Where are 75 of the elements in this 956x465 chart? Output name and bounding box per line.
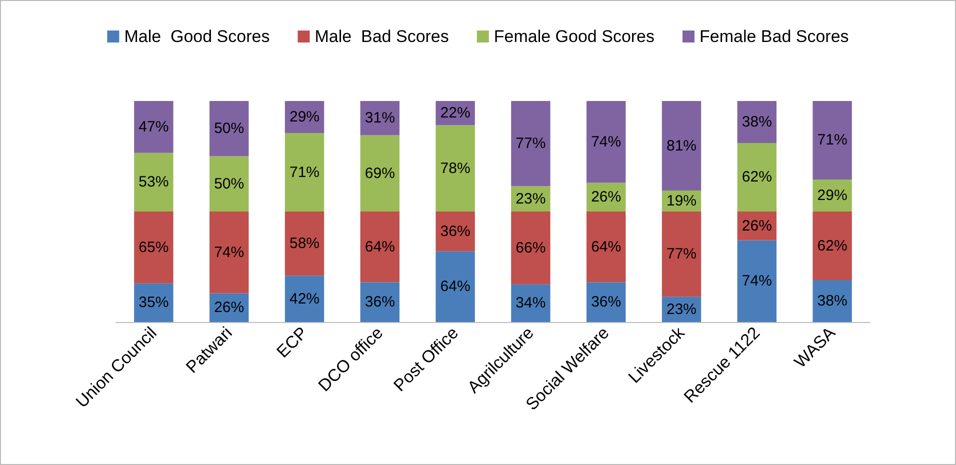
data-label: 64% — [364, 238, 395, 256]
data-label: 26% — [591, 188, 622, 206]
bar — [360, 101, 400, 136]
data-label: 53% — [138, 174, 169, 191]
data-label: 74% — [591, 133, 622, 150]
bar — [360, 135, 400, 212]
data-label: 65% — [138, 238, 169, 256]
data-label: 58% — [289, 235, 320, 252]
bar — [586, 282, 626, 322]
bar — [209, 101, 249, 156]
data-label: 19% — [666, 192, 697, 210]
bar — [209, 212, 249, 294]
bar — [284, 276, 324, 322]
data-label: 47% — [138, 118, 169, 136]
data-label: 26% — [214, 299, 244, 316]
bar — [436, 251, 475, 322]
data-label: 35% — [138, 294, 169, 312]
bar — [134, 101, 174, 153]
data-label: 29% — [817, 186, 848, 204]
bar — [737, 101, 777, 143]
bar — [586, 101, 626, 183]
bar — [284, 133, 324, 212]
data-label: 36% — [591, 294, 622, 311]
data-label: 74% — [742, 272, 772, 290]
data-label: 66% — [516, 239, 546, 256]
bar — [737, 240, 777, 322]
bar — [360, 212, 400, 282]
data-label: 26% — [742, 217, 772, 234]
data-label: 77% — [666, 246, 697, 263]
data-label: 42% — [289, 290, 320, 308]
data-label: 74% — [214, 244, 244, 261]
data-label: 69% — [364, 164, 395, 182]
bar — [812, 280, 852, 322]
data-label: 78% — [440, 160, 470, 177]
data-label: 36% — [364, 294, 395, 311]
bar — [511, 101, 550, 186]
legend-label: Male Bad Scores — [314, 27, 449, 46]
legend-label: Male Good Scores — [124, 27, 270, 46]
data-label: 36% — [440, 222, 470, 240]
data-label: 71% — [817, 132, 848, 149]
data-label: 29% — [289, 108, 320, 126]
bar — [284, 212, 324, 276]
data-label: 64% — [440, 278, 470, 296]
data-label: 77% — [516, 135, 546, 152]
bar — [662, 101, 702, 191]
bar — [737, 142, 777, 212]
bar — [436, 212, 475, 252]
legend-label: Female Bad Scores — [700, 27, 849, 46]
data-label: 38% — [817, 292, 848, 310]
legend-label: Female Good Scores — [494, 27, 655, 46]
bar — [134, 283, 174, 322]
data-label: 23% — [516, 190, 546, 208]
data-label: 38% — [742, 113, 772, 130]
data-label: 22% — [440, 104, 470, 122]
data-label: 71% — [289, 164, 320, 181]
bar — [511, 212, 550, 284]
data-label: 34% — [516, 294, 546, 312]
bar — [812, 101, 852, 180]
bar — [586, 212, 626, 282]
data-label: 62% — [817, 237, 848, 254]
bar — [134, 152, 174, 212]
bar — [209, 156, 249, 212]
bar — [511, 284, 550, 322]
data-label: 81% — [666, 137, 697, 154]
bar — [134, 212, 174, 284]
data-label: 50% — [214, 120, 244, 138]
data-label: 23% — [666, 300, 697, 318]
data-label: 31% — [364, 110, 395, 127]
bar — [360, 282, 400, 322]
data-label: 64% — [591, 238, 622, 256]
data-label: 62% — [742, 168, 772, 186]
bar — [812, 212, 852, 280]
bar — [662, 212, 702, 297]
data-label: 50% — [214, 175, 244, 192]
bar — [436, 125, 475, 212]
